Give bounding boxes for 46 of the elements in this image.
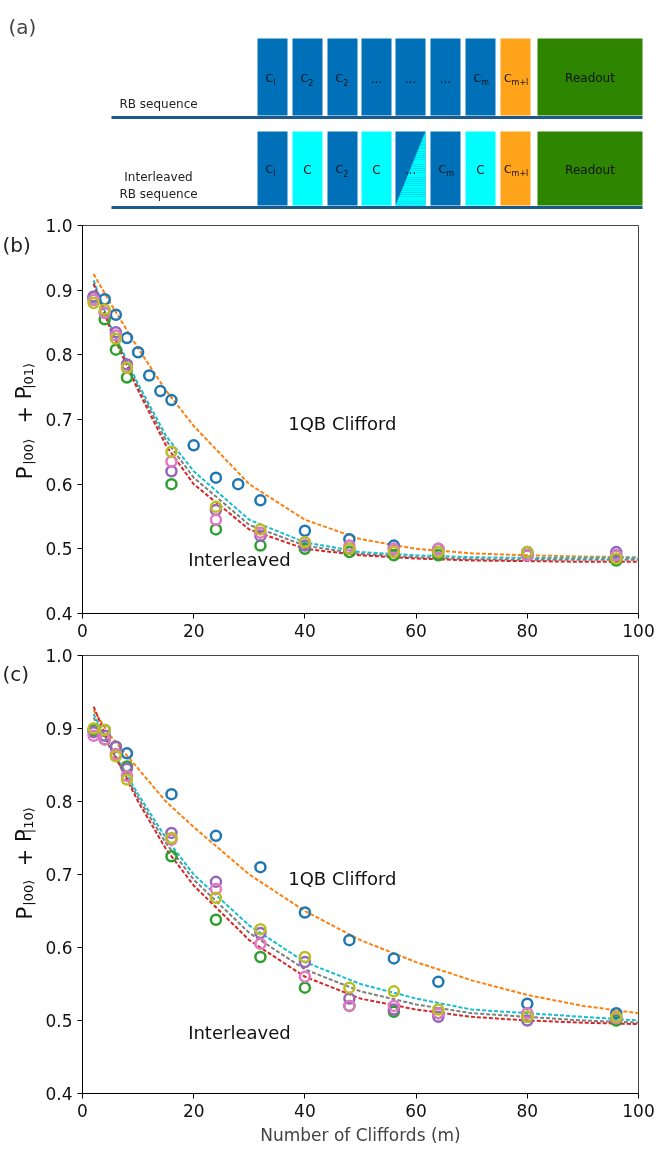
text: Readout [565, 71, 616, 85]
chart-title: (b) [2, 232, 31, 257]
x-tick-label: 60 [405, 620, 427, 641]
x-tick-label: 20 [182, 1100, 205, 1121]
y-tick-label: 0.5 [45, 539, 73, 560]
x-tick-label: 0 [77, 1100, 88, 1121]
annotation: Interleaved [188, 548, 291, 570]
y-tick-label: 0.9 [45, 280, 73, 301]
annotation: Interleaved [188, 1021, 291, 1043]
text: ... [370, 71, 383, 86]
annotation: 1QB Clifford [288, 868, 397, 890]
y-tick-label: 0.5 [45, 1011, 73, 1031]
chart-title: (c) [2, 662, 30, 687]
text: C [476, 162, 485, 177]
text: ... [439, 71, 452, 86]
text: ... [404, 163, 417, 177]
x-axis-title: Number of Cliffords (m) [260, 1124, 461, 1145]
annotation: 1QB Clifford [288, 412, 397, 434]
x-tick-label: 100 [622, 620, 655, 641]
y-tick-label: 0.9 [45, 719, 73, 739]
x-tick-label: 40 [294, 620, 316, 641]
x-tick-label: 100 [622, 1100, 655, 1121]
text: C [303, 162, 312, 177]
text: Interleaved RB sequence [119, 170, 198, 201]
y-tick-label: 1.0 [45, 646, 73, 666]
text: RB sequence [119, 96, 198, 111]
text: (a) [8, 14, 37, 39]
text: Readout [565, 162, 616, 177]
y-tick-label: 0.4 [45, 604, 73, 624]
x-tick-label: 80 [516, 620, 539, 641]
y-tick-label: 1.0 [45, 216, 73, 236]
y-tick-label: 0.8 [45, 792, 73, 812]
x-tick-label: 60 [405, 1100, 427, 1121]
y-tick-label: 0.7 [45, 410, 73, 430]
y-tick-label: 0.8 [45, 345, 73, 366]
x-tick-label: 0 [77, 620, 88, 641]
x-tick-label: 80 [516, 1100, 539, 1121]
text: C [372, 162, 381, 177]
x-tick-label: 40 [294, 1100, 316, 1121]
y-tick-label: 0.4 [45, 1084, 73, 1104]
y-tick-label: 0.6 [45, 938, 73, 958]
text: ... [404, 71, 417, 86]
y-axis-title: P|00⟩ + P|01⟩ [12, 362, 37, 480]
y-tick-label: 0.7 [45, 865, 73, 885]
x-tick-label: 20 [182, 620, 205, 641]
y-tick-label: 0.6 [45, 474, 73, 495]
